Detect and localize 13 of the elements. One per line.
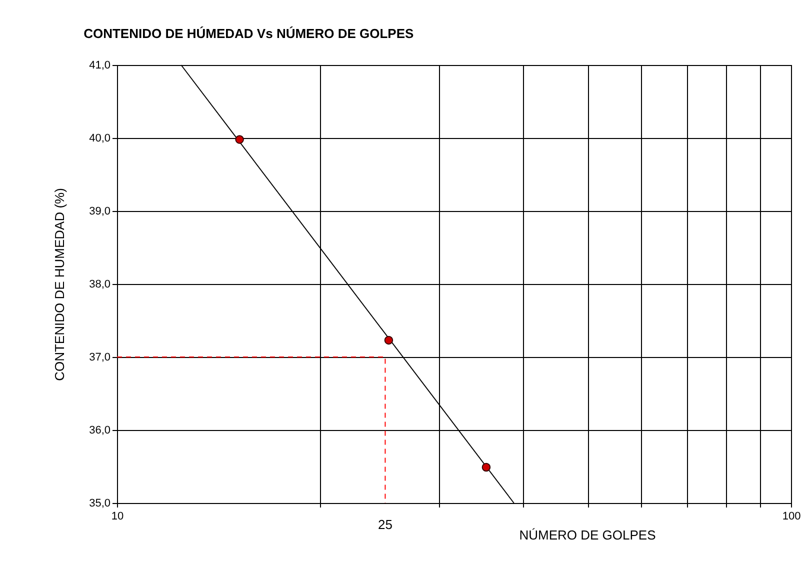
- y-tick-label: 37,0: [89, 352, 110, 364]
- y-tick-label: 36,0: [89, 424, 110, 436]
- y-tick-label: 39,0: [89, 206, 110, 218]
- x-tick-label: 100: [782, 510, 801, 522]
- x-axis-title: NÚMERO DE GOLPES: [519, 528, 656, 542]
- y-tick-label: 35,0: [89, 498, 110, 510]
- y-tick-label: 40,0: [89, 132, 110, 144]
- x-tick-label: 10: [111, 510, 124, 522]
- annotation: 25: [378, 517, 392, 532]
- chart-title: CONTENIDO DE HÚMEDAD Vs NÚMERO DE GOLPES: [84, 26, 414, 41]
- y-tick-label: 41,0: [89, 60, 110, 72]
- y-axis-title: CONTENIDO DE HUMEDAD (%): [52, 188, 68, 381]
- y-tick-label: 38,0: [89, 278, 110, 290]
